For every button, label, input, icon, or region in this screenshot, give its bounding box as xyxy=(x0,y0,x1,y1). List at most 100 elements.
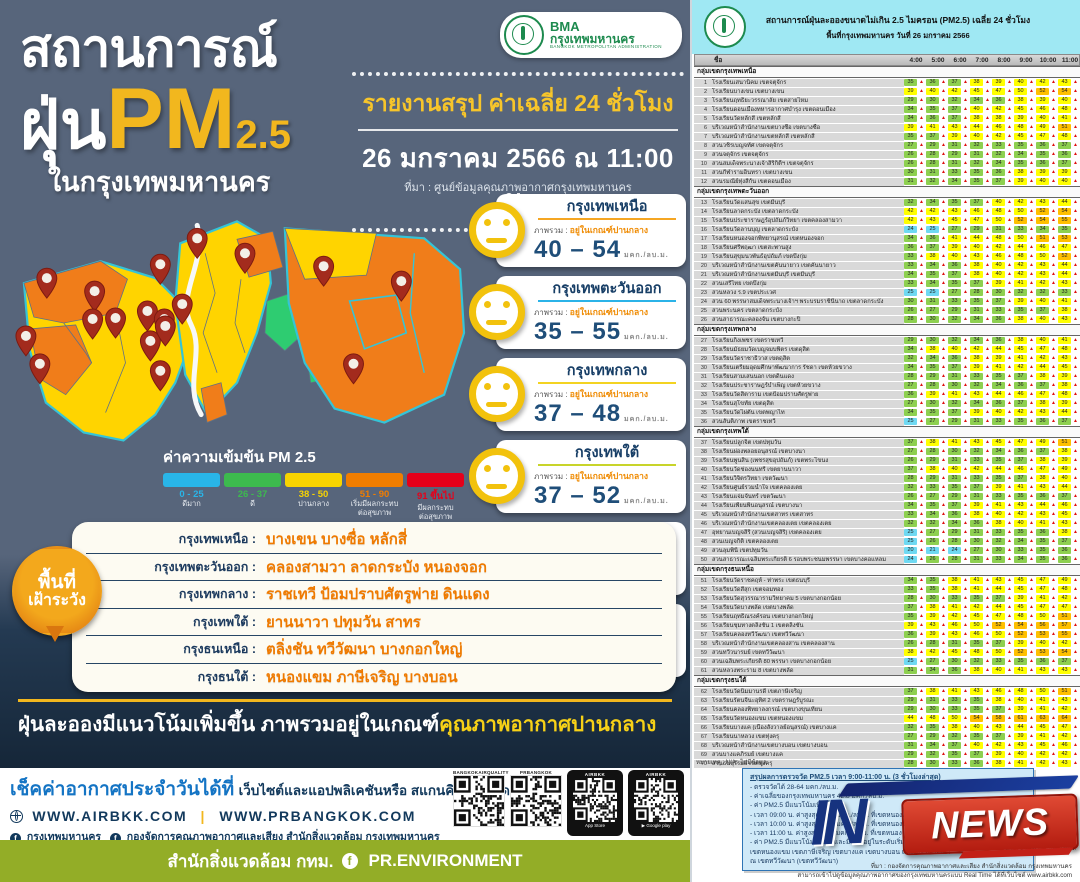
trend-up-icon: ▲ xyxy=(1029,418,1034,424)
legend-label: เริ่มมีผลกระทบ ต่อสุขภาพ xyxy=(350,499,399,517)
trend-up-icon: ▲ xyxy=(919,658,924,664)
station-name: สวน 60 พรรษาสมเด็จพระนางเจ้าฯ พระบรมราชิ… xyxy=(709,297,904,306)
station-name: โรงเรียนวัดราชาธิวาส เขตดุสิต xyxy=(709,354,904,363)
pm25-value-cell: 32 xyxy=(1036,288,1049,297)
trend-up-icon: ▲ xyxy=(985,289,990,295)
trend-up-icon: ▲ xyxy=(1007,307,1012,313)
pm25-value-cell: 41 xyxy=(948,438,961,447)
pm25-value-cell: 34 xyxy=(948,519,961,528)
trend-up-icon: ▲ xyxy=(919,208,924,214)
trend-up-icon: ▲ xyxy=(1073,547,1078,553)
pm25-value-cell: 41 xyxy=(926,123,939,132)
trend-up-icon: ▲ xyxy=(1051,208,1056,214)
pm25-value-cell: 31 xyxy=(970,417,983,426)
pm25-value-cell: 33 xyxy=(1058,288,1071,297)
trend-up-icon: ▲ xyxy=(985,556,990,562)
trend-up-icon: ▲ xyxy=(985,484,990,490)
trend-up-icon: ▲ xyxy=(919,667,924,673)
pm25-value-cell: 34 xyxy=(904,105,917,114)
pm25-value-cell: 55 xyxy=(1058,216,1071,225)
pm25-value-cell: 40 xyxy=(992,666,1005,675)
trend-up-icon: ▲ xyxy=(1073,355,1078,361)
trend-up-icon: ▲ xyxy=(985,520,990,526)
pm25-value-cell: 33 xyxy=(970,372,983,381)
trend-up-icon: ▲ xyxy=(1073,697,1078,703)
table-row: 30 โรงเรียนเตรียมอุดมศึกษาพัฒนาการ รัชดา … xyxy=(694,363,1080,372)
pm25-value-cell: 39 xyxy=(1058,168,1071,177)
pm25-value-cell: 45 xyxy=(1014,105,1027,114)
trend-up-icon: ▲ xyxy=(941,649,946,655)
trend-up-icon: ▲ xyxy=(919,706,924,712)
trend-up-icon: ▲ xyxy=(919,604,924,610)
table-row: 16 โรงเรียนวัดลานบุญ เขตลาดกระบัง 24 ▲ 25 ▲ 27… xyxy=(694,225,1080,234)
station-name: โรงเรียนฤทธิยะวรรณาลัย เขตสายไหม xyxy=(709,96,904,105)
trend-up-icon: ▲ xyxy=(1007,475,1012,481)
table-row: 40 โรงเรียนวัดช่องนนทรี เขตยานนาวา 37 ▲ 38 ▲ 4… xyxy=(694,465,1080,474)
pm25-value-cell: 38 xyxy=(948,585,961,594)
trend-up-icon: ▲ xyxy=(1029,355,1034,361)
region-accent-line xyxy=(538,218,676,220)
pm25-value-cell: 48 xyxy=(970,648,983,657)
row-number: 50 xyxy=(694,555,709,564)
trend-up-icon: ▲ xyxy=(919,178,924,184)
trend-up-icon: ▲ xyxy=(985,697,990,703)
trend-up-icon: ▲ xyxy=(1007,244,1012,250)
pm25-value-cell: 39 xyxy=(926,390,939,399)
pm25-value-cell: 28 xyxy=(948,555,961,564)
pm25-value-cell: 33 xyxy=(992,555,1005,564)
pm25-value-cell: 36 xyxy=(970,759,983,768)
legend-range: 26 - 37 xyxy=(237,489,268,500)
pm25-value-cell: 37 xyxy=(1014,474,1027,483)
pm25-value-cell: 32 xyxy=(970,657,983,666)
table-title: สถานการณ์ฝุ่นละอองขนาดไม่เกิน 2.5 ไมครอน… xyxy=(765,14,1031,25)
trend-up-icon: ▲ xyxy=(941,439,946,445)
face-eye xyxy=(484,219,491,226)
table-column-header: ชื่อ 4:00 5:00 6:00 7:00 8:00 9:00 10:00 11:00 xyxy=(694,54,1080,66)
pm25-value-cell: 37 xyxy=(1058,492,1071,501)
pm25-value-cell: 53 xyxy=(1036,648,1049,657)
pm25-value-cell: 35 xyxy=(970,705,983,714)
bureau-facebook: PR.ENVIRONMENT xyxy=(368,851,523,870)
legend-item: 0 - 25 ดีมาก xyxy=(163,473,220,521)
pm25-value-cell: 33 xyxy=(992,141,1005,150)
watch-row: กรุงเทพเหนือ : บางเขน บางซื่อ หลักสี่ xyxy=(86,526,662,554)
region-range: 37 – 52 มคก./ลบ.ม. xyxy=(534,481,669,509)
pm25-value-cell: 36 xyxy=(926,234,939,243)
row-number: 53 xyxy=(694,594,709,603)
table-row: 22 สวนเสรีไทย เขตบึงกุ่ม 33 ▲ 34 ▲ 35 ▲ 37 ▲ 39 ▲ 41… xyxy=(694,279,1080,288)
pm25-value-cell: 40 xyxy=(948,465,961,474)
pm25-value-cell: 36 xyxy=(1036,657,1049,666)
legend-swatch xyxy=(407,473,464,487)
row-number: 14 xyxy=(694,207,709,216)
table-row: 66 โรงเรียนบางแค (เนื่องสังวาลย์อนุสรณ์) … xyxy=(694,723,1080,732)
row-number: 21 xyxy=(694,270,709,279)
overview-value: อยู่ในเกณฑ์ปานกลาง xyxy=(569,470,649,481)
trend-up-icon: ▲ xyxy=(1051,475,1056,481)
trend-up-icon: ▲ xyxy=(1007,235,1012,241)
trend-up-icon: ▲ xyxy=(1029,529,1034,535)
trend-up-icon: ▲ xyxy=(1029,658,1034,664)
trend-up-icon: ▲ xyxy=(985,316,990,322)
row-number: 40 xyxy=(694,465,709,474)
pm25-value-cell: 33 xyxy=(992,528,1005,537)
trend-up-icon: ▲ xyxy=(1051,79,1056,85)
trend-up-icon: ▲ xyxy=(919,649,924,655)
pm25-value-cell: 32 xyxy=(926,519,939,528)
trend-up-icon: ▲ xyxy=(941,409,946,415)
trend-up-icon: ▲ xyxy=(1051,97,1056,103)
pm25-value-cell: 34 xyxy=(904,363,917,372)
pm25-value-cell: 47 xyxy=(970,216,983,225)
trend-up-icon: ▲ xyxy=(963,178,968,184)
pm25-value-cell: 34 xyxy=(904,270,917,279)
trend-up-icon: ▲ xyxy=(985,457,990,463)
face-mouth xyxy=(486,238,507,243)
pm25-value-cell: 43 xyxy=(1058,78,1071,87)
pm25-value-cell: 42 xyxy=(1036,759,1049,768)
pm25-value-cell: 50 xyxy=(1036,252,1049,261)
pm25-value-cell: 38 xyxy=(926,687,939,696)
station-name: อุทยานเบญจสิริ (สวนเบญจสิริ) เขตคลองเตย xyxy=(709,528,904,537)
pm25-value-cell: 25 xyxy=(904,537,917,546)
pm25-value-cell: 38 xyxy=(1058,306,1071,315)
overview-label: ภาพรวม : xyxy=(534,389,570,399)
row-number: 36 xyxy=(694,417,709,426)
